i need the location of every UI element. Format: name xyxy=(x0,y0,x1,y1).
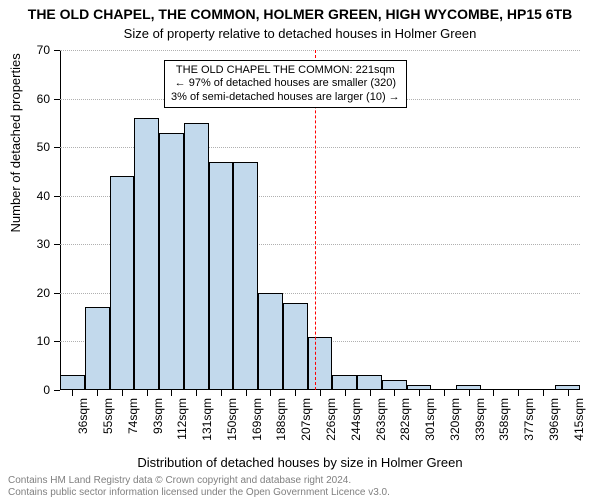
x-tick xyxy=(370,390,371,396)
y-tick xyxy=(54,341,60,342)
histogram-bar xyxy=(159,133,184,390)
annotation-line: 3% of semi-detached houses are larger (1… xyxy=(171,91,400,104)
x-tick-label: 282sqm xyxy=(398,398,412,441)
chart-title-sub: Size of property relative to detached ho… xyxy=(0,26,600,41)
x-tick-label: 320sqm xyxy=(448,398,462,441)
histogram-bar xyxy=(134,118,159,390)
y-tick xyxy=(54,244,60,245)
x-tick xyxy=(97,390,98,396)
footer-line-1: Contains HM Land Registry data © Crown c… xyxy=(8,475,592,487)
y-tick xyxy=(54,99,60,100)
x-tick-label: 396sqm xyxy=(547,398,561,441)
y-tick-label: 0 xyxy=(43,383,50,397)
y-tick xyxy=(54,196,60,197)
x-tick-label: 358sqm xyxy=(497,398,511,441)
x-tick-label: 339sqm xyxy=(473,398,487,441)
x-tick-label: 244sqm xyxy=(349,398,363,441)
x-tick-label: 207sqm xyxy=(299,398,313,441)
histogram-bar xyxy=(283,303,308,390)
y-tick-label: 50 xyxy=(37,140,50,154)
plot-area: 01020304050607036sqm55sqm74sqm93sqm112sq… xyxy=(60,50,580,390)
x-tick xyxy=(419,390,420,396)
annotation-line: THE OLD CHAPEL THE COMMON: 221sqm xyxy=(171,64,400,77)
histogram-bar xyxy=(233,162,258,390)
x-tick xyxy=(295,390,296,396)
x-tick xyxy=(568,390,569,396)
footer-line-2: Contains public sector information licen… xyxy=(8,487,592,499)
gridline xyxy=(60,50,580,51)
histogram-bar xyxy=(332,375,357,390)
y-tick-label: 20 xyxy=(37,286,50,300)
x-tick-label: 112sqm xyxy=(175,398,189,440)
x-tick xyxy=(270,390,271,396)
y-tick xyxy=(54,293,60,294)
y-axis-label: Number of detached properties xyxy=(8,53,23,232)
chart-container: { "title_main": "THE OLD CHAPEL, THE COM… xyxy=(0,0,600,500)
x-tick-label: 55sqm xyxy=(101,398,115,434)
y-tick xyxy=(54,390,60,391)
histogram-bar xyxy=(258,293,283,390)
x-tick xyxy=(171,390,172,396)
x-tick-label: 150sqm xyxy=(225,398,239,441)
x-tick xyxy=(444,390,445,396)
x-tick-label: 301sqm xyxy=(423,398,437,441)
x-tick xyxy=(394,390,395,396)
x-tick xyxy=(518,390,519,396)
x-tick xyxy=(122,390,123,396)
chart-footer: Contains HM Land Registry data © Crown c… xyxy=(8,475,592,498)
y-tick-label: 30 xyxy=(37,237,50,251)
x-tick-label: 131sqm xyxy=(200,398,214,441)
annotation-box: THE OLD CHAPEL THE COMMON: 221sqm← 97% o… xyxy=(164,60,407,108)
y-tick-label: 10 xyxy=(37,334,50,348)
y-tick-label: 70 xyxy=(37,43,50,57)
x-tick-label: 226sqm xyxy=(324,398,338,441)
y-tick xyxy=(54,50,60,51)
x-tick xyxy=(221,390,222,396)
x-tick-label: 74sqm xyxy=(126,398,140,434)
histogram-bar xyxy=(60,375,85,390)
x-tick xyxy=(147,390,148,396)
x-tick-label: 93sqm xyxy=(151,398,165,434)
x-tick xyxy=(320,390,321,396)
histogram-bar xyxy=(382,380,407,390)
x-tick xyxy=(196,390,197,396)
histogram-bar xyxy=(308,337,333,390)
histogram-bar xyxy=(110,176,135,390)
histogram-bar xyxy=(184,123,209,390)
x-tick xyxy=(72,390,73,396)
annotation-line: ← 97% of detached houses are smaller (32… xyxy=(171,77,400,90)
x-tick-label: 36sqm xyxy=(76,398,90,434)
y-axis xyxy=(60,50,61,390)
x-tick xyxy=(543,390,544,396)
x-tick-label: 415sqm xyxy=(572,398,586,441)
histogram-bar xyxy=(209,162,234,390)
histogram-bar xyxy=(357,375,382,390)
x-tick-label: 263sqm xyxy=(374,398,388,441)
x-tick-label: 169sqm xyxy=(250,398,264,441)
chart-title-main: THE OLD CHAPEL, THE COMMON, HOLMER GREEN… xyxy=(0,6,600,22)
histogram-bar xyxy=(85,307,110,390)
x-tick-label: 377sqm xyxy=(522,398,536,441)
y-tick-label: 60 xyxy=(37,92,50,106)
x-tick xyxy=(469,390,470,396)
x-tick xyxy=(246,390,247,396)
y-tick-label: 40 xyxy=(37,189,50,203)
x-tick xyxy=(493,390,494,396)
y-tick xyxy=(54,147,60,148)
x-tick-label: 188sqm xyxy=(274,398,288,441)
x-tick xyxy=(345,390,346,396)
x-axis-label: Distribution of detached houses by size … xyxy=(0,455,600,470)
